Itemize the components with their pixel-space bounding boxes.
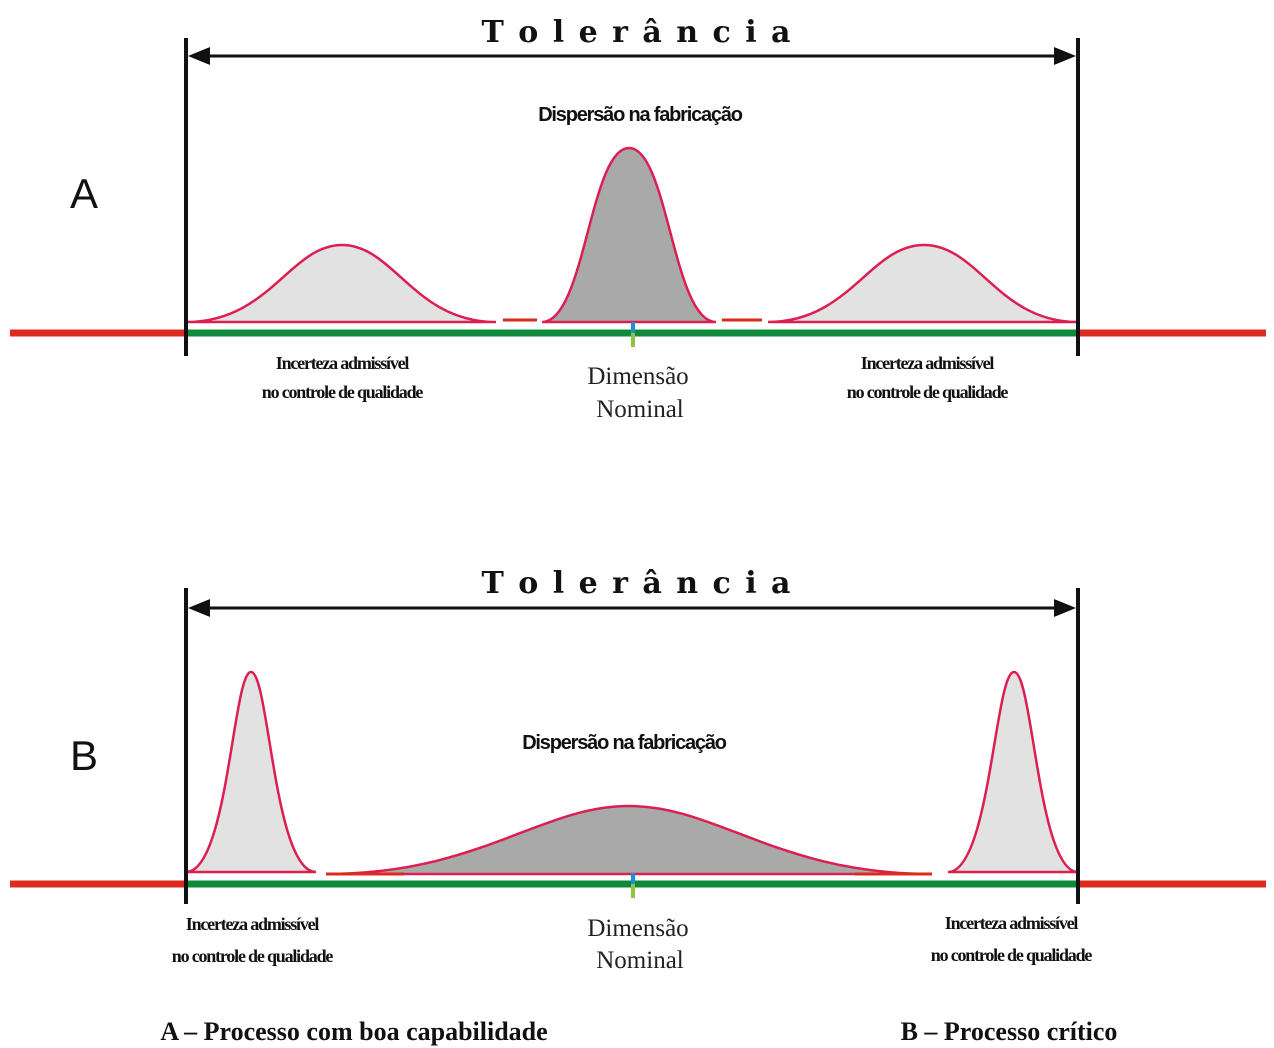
uncertainty-curve-left-a [185, 243, 497, 324]
panel-label-a: A [70, 170, 98, 217]
tolerance-title-a: T o l e r â n c i a [482, 15, 793, 50]
uncertainty-left-line1-a: Incerteza admissível [276, 353, 410, 373]
nominal-label-line1-a: Dimensão [587, 363, 688, 390]
panel-label-b: B [70, 732, 98, 779]
uncertainty-right-line2-a: no controle de qualidade [847, 382, 1009, 402]
arrowhead-right-b [1054, 599, 1076, 617]
caption-b: B – Processo crítico [901, 1017, 1118, 1046]
uncertainty-left-line2-a: no controle de qualidade [262, 382, 424, 402]
uncertainty-curve-left-b [185, 670, 317, 874]
arrowhead-left-a [188, 47, 210, 65]
nominal-label-line2-a: Nominal [596, 396, 684, 423]
nominal-label-line2-b: Nominal [596, 947, 684, 974]
uncertainty-curve-right-a [767, 243, 1079, 324]
uncertainty-left-line2-b: no controle de qualidade [172, 946, 334, 966]
tolerance-title-b: T o l e r â n c i a [482, 566, 793, 601]
dispersion-label-a: Dispersão na fabricação [538, 104, 743, 126]
uncertainty-right-line1-a: Incerteza admissível [861, 353, 995, 373]
panel-b: T o l e r â n c i a Dispersão na fabrica… [10, 566, 1266, 974]
uncertainty-right-line2-b: no controle de qualidade [931, 945, 1093, 965]
uncertainty-curve-right-b [947, 670, 1079, 874]
dispersion-curve-a [541, 146, 717, 324]
caption-a: A – Processo com boa capabilidade [160, 1017, 547, 1046]
arrowhead-right-a [1054, 47, 1076, 65]
uncertainty-right-line1-b: Incerteza admissível [945, 913, 1079, 933]
dispersion-label-b: Dispersão na fabricação [522, 732, 727, 754]
panel-a: T o l e r â n c i a Dispersão na fabrica… [10, 15, 1266, 423]
dispersion-curve-b [325, 804, 933, 876]
arrowhead-left-b [188, 599, 210, 617]
uncertainty-left-line1-b: Incerteza admissível [186, 914, 320, 934]
nominal-label-line1-b: Dimensão [587, 915, 688, 942]
